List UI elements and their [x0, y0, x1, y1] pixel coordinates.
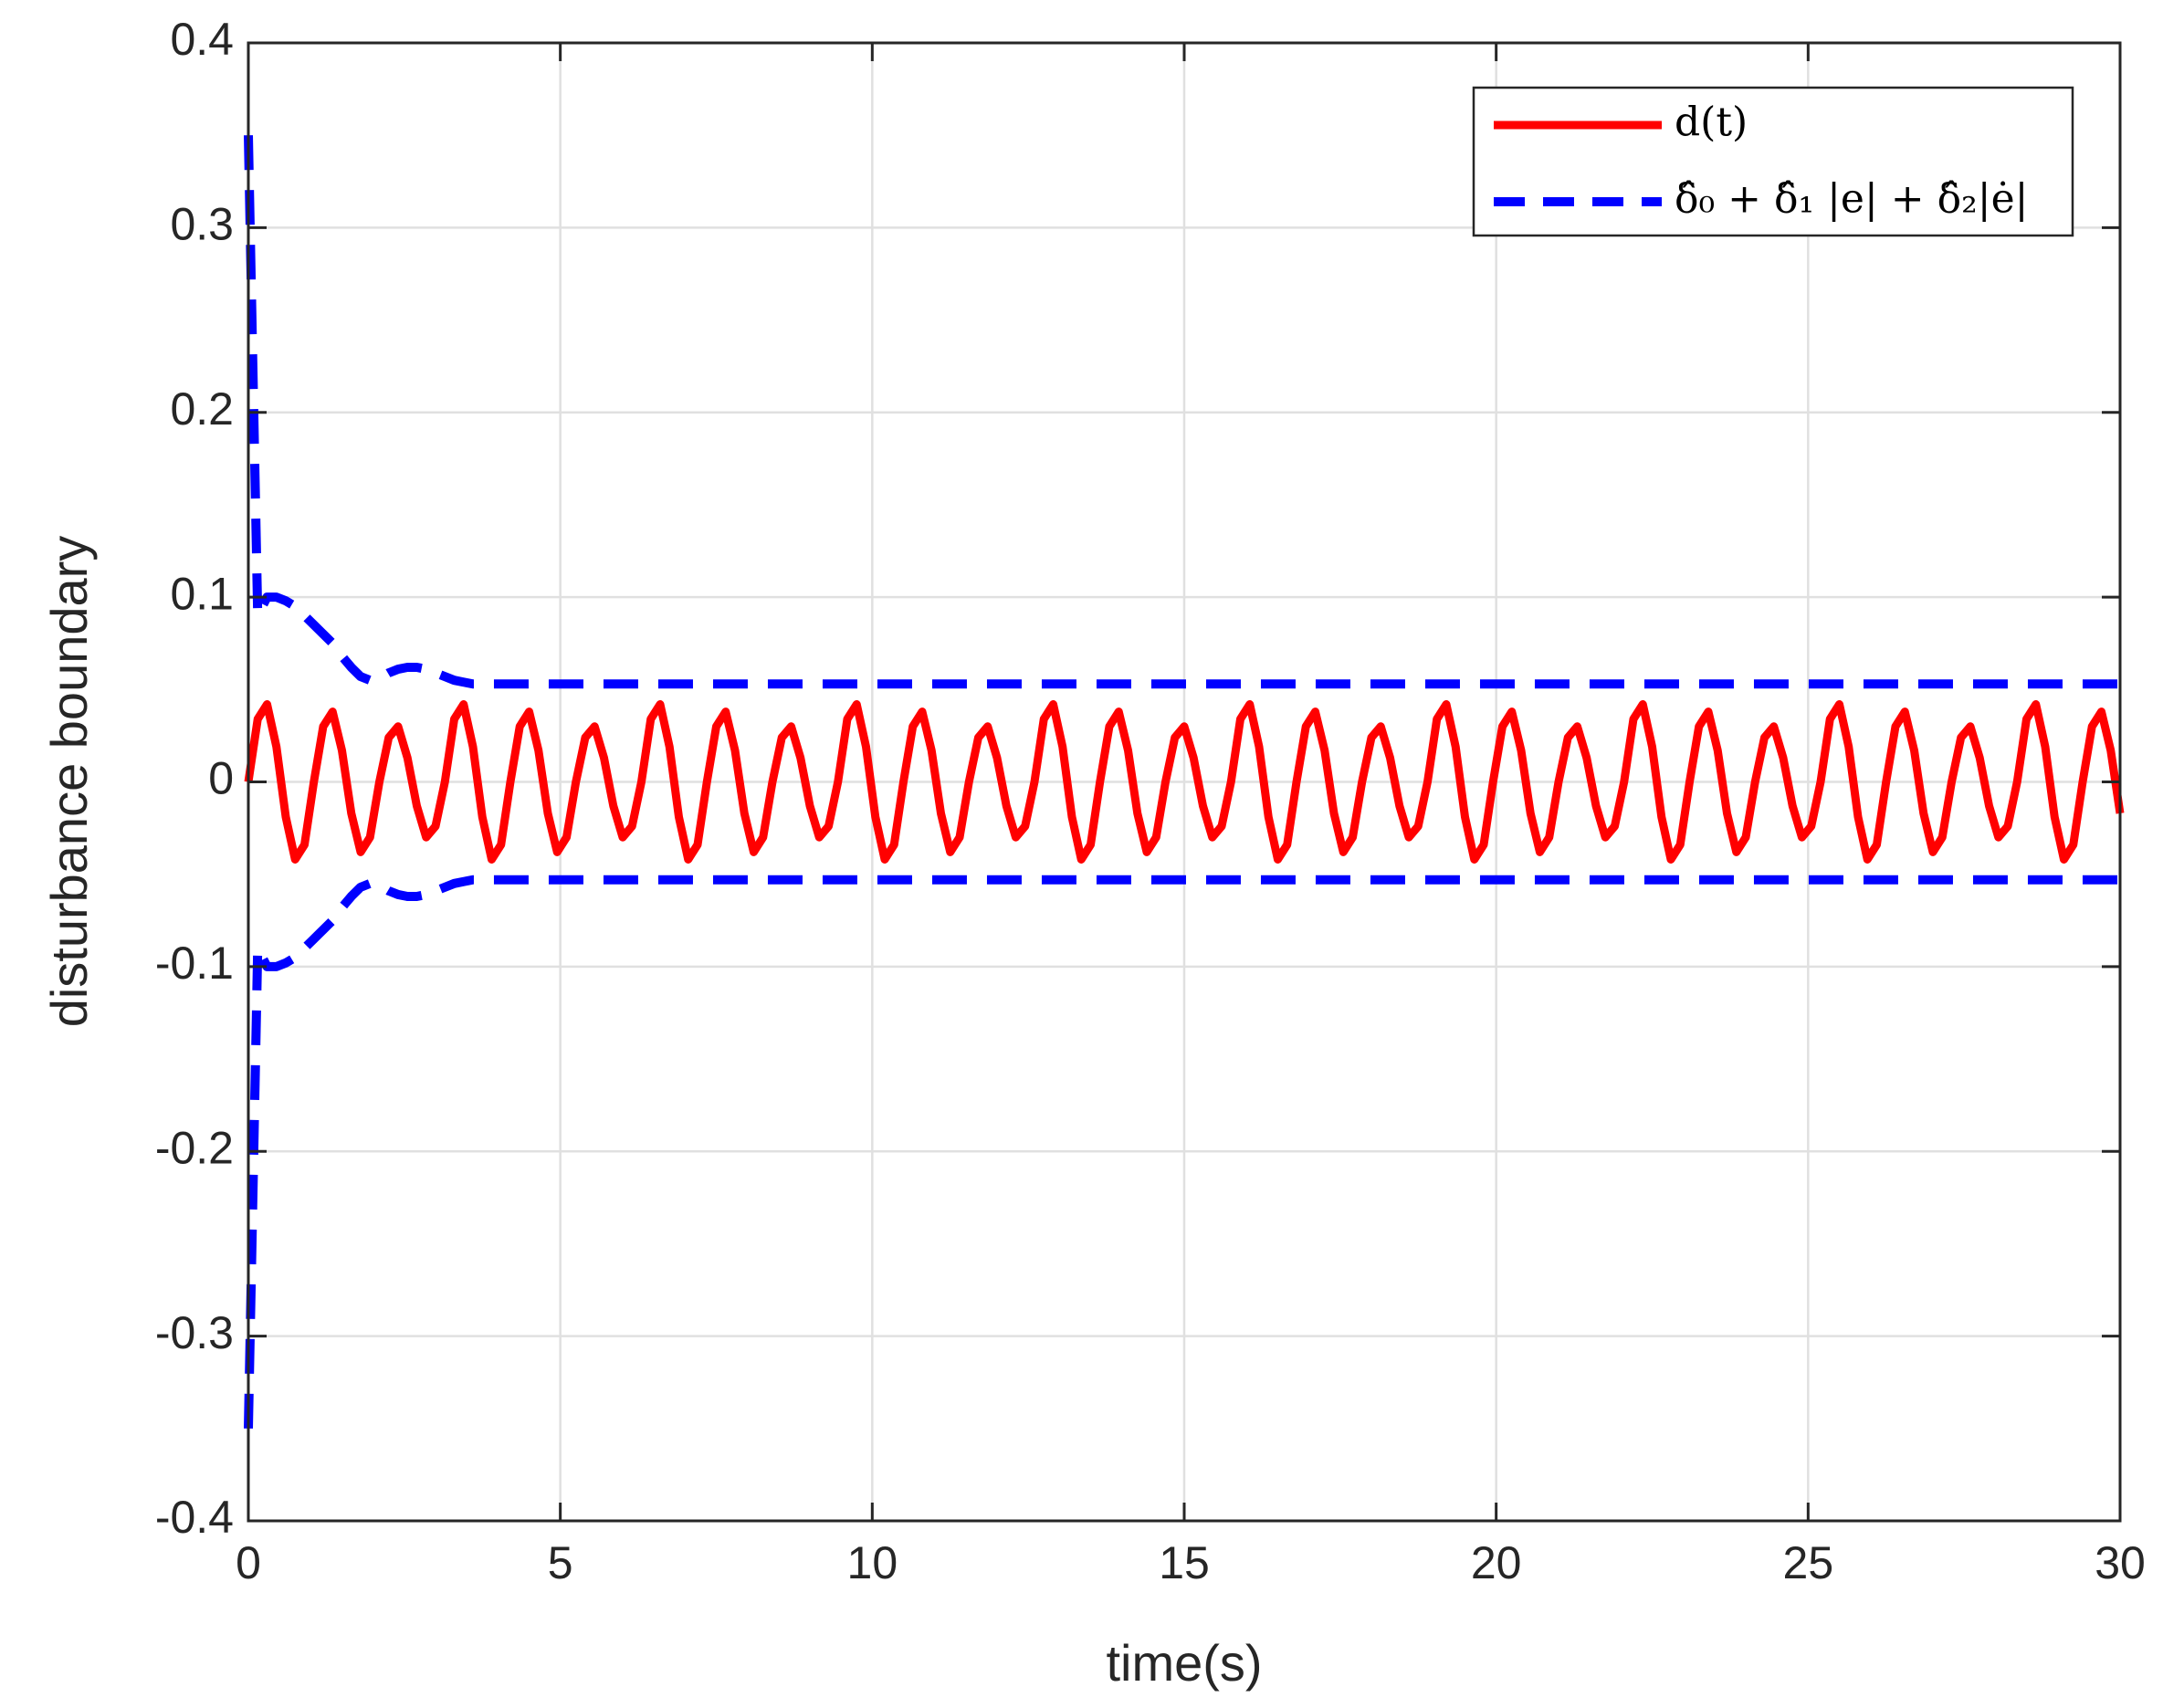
y-tick-label: -0.3 [155, 1307, 234, 1358]
x-tick-label: 15 [1159, 1537, 1210, 1588]
y-axis-label: disturbance boundary [40, 536, 98, 1028]
ticks: -0.4 -0.3 -0.2 -0.1 0 0.1 0.2 0.3 0.4 0 5 10 15 20 25 3… [155, 14, 2146, 1588]
series-line [244, 135, 2120, 689]
x-tick-label: 20 [1471, 1537, 1522, 1588]
y-tick-label: 0.3 [170, 199, 234, 250]
legend-label: d(t) [1675, 100, 1748, 146]
y-tick-label: -0.4 [155, 1492, 234, 1543]
y-tick-label: 0.4 [170, 14, 234, 65]
y-tick-label: 0.1 [170, 568, 234, 619]
legend-label: δ̂₀ + δ̂₁ |e| + δ̂₂|ė| [1675, 176, 2028, 223]
x-tick-label: 25 [1783, 1537, 1834, 1588]
x-tick-label: 30 [2095, 1537, 2146, 1588]
x-axis-label: time(s) [1106, 1634, 1262, 1692]
legend: d(t) δ̂₀ + δ̂₁ |e| + δ̂₂|ė| [1472, 86, 2074, 237]
y-tick-label: 0 [208, 753, 234, 804]
x-tick-label: 10 [847, 1537, 898, 1588]
series-line [244, 875, 2120, 1429]
y-tick-label: -0.1 [155, 938, 234, 989]
legend-box [1472, 86, 2074, 237]
plot-area [244, 135, 2125, 1429]
y-tick-label: -0.2 [155, 1122, 234, 1173]
series-line [244, 700, 2125, 864]
x-tick-label: 5 [548, 1537, 573, 1588]
y-tick-label: 0.2 [170, 383, 234, 435]
x-tick-label: 0 [236, 1537, 261, 1588]
